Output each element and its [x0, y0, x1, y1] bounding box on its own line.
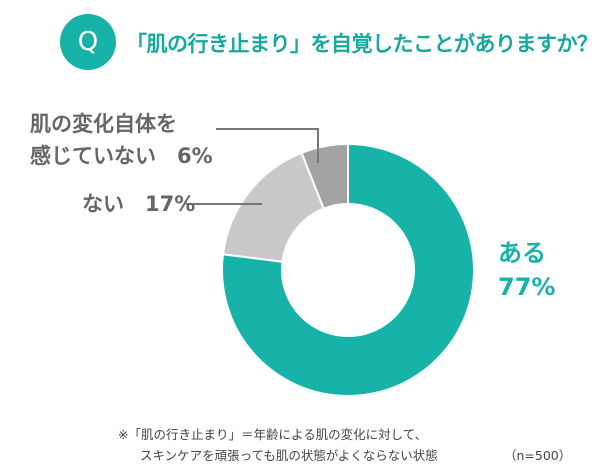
question-badge: Q: [60, 14, 116, 70]
footnote: ※「肌の行き止まり」＝年齢による肌の変化に対して、 スキンケアを頑張っても肌の状…: [118, 424, 438, 466]
footnote-line2: スキンケアを頑張っても肌の状態がよくならない状態: [140, 448, 438, 463]
label-yes: ある 77%: [498, 236, 555, 304]
question-title: 「肌の行き止まり」を自覚したことがありますか？: [126, 32, 598, 56]
slice-yes: [221, 142, 475, 397]
leader-line-no-change: [216, 128, 319, 163]
label-no-change-line2: 感じていない 6%: [30, 144, 213, 168]
label-no-change-line1: 肌の変化自体を: [30, 112, 177, 136]
sample-size: （n=500）: [504, 448, 572, 463]
footnote-line1: ※「肌の行き止まり」＝年齢による肌の変化に対して、: [118, 427, 428, 442]
label-yes-line1: ある: [498, 239, 546, 267]
slice-no-change: [300, 142, 349, 210]
label-no-change: 肌の変化自体を 感じていない 6%: [30, 108, 213, 172]
label-no: ない 17%: [82, 188, 195, 220]
label-no-line1: ない 17%: [82, 192, 196, 216]
label-yes-line2: 77%: [498, 273, 556, 301]
